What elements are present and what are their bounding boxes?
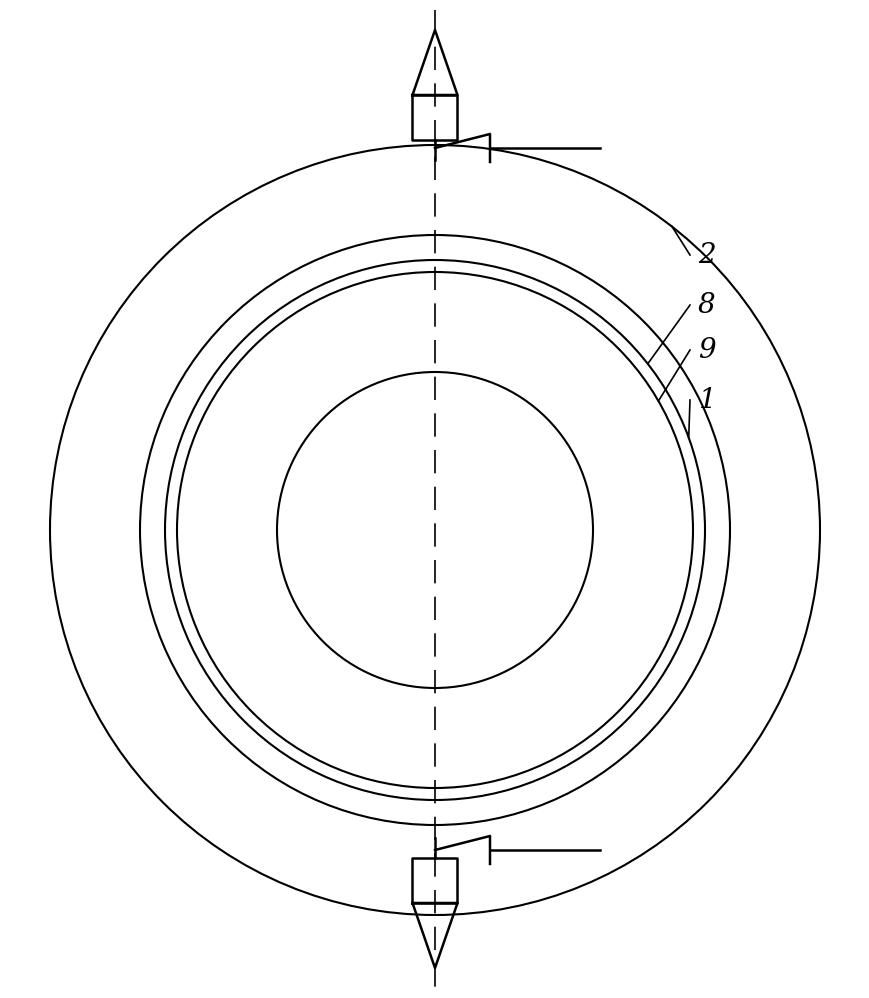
Text: 2: 2: [697, 242, 715, 268]
Text: 8: 8: [697, 291, 715, 318]
Text: 1: 1: [697, 386, 715, 413]
Text: 9: 9: [697, 336, 715, 363]
